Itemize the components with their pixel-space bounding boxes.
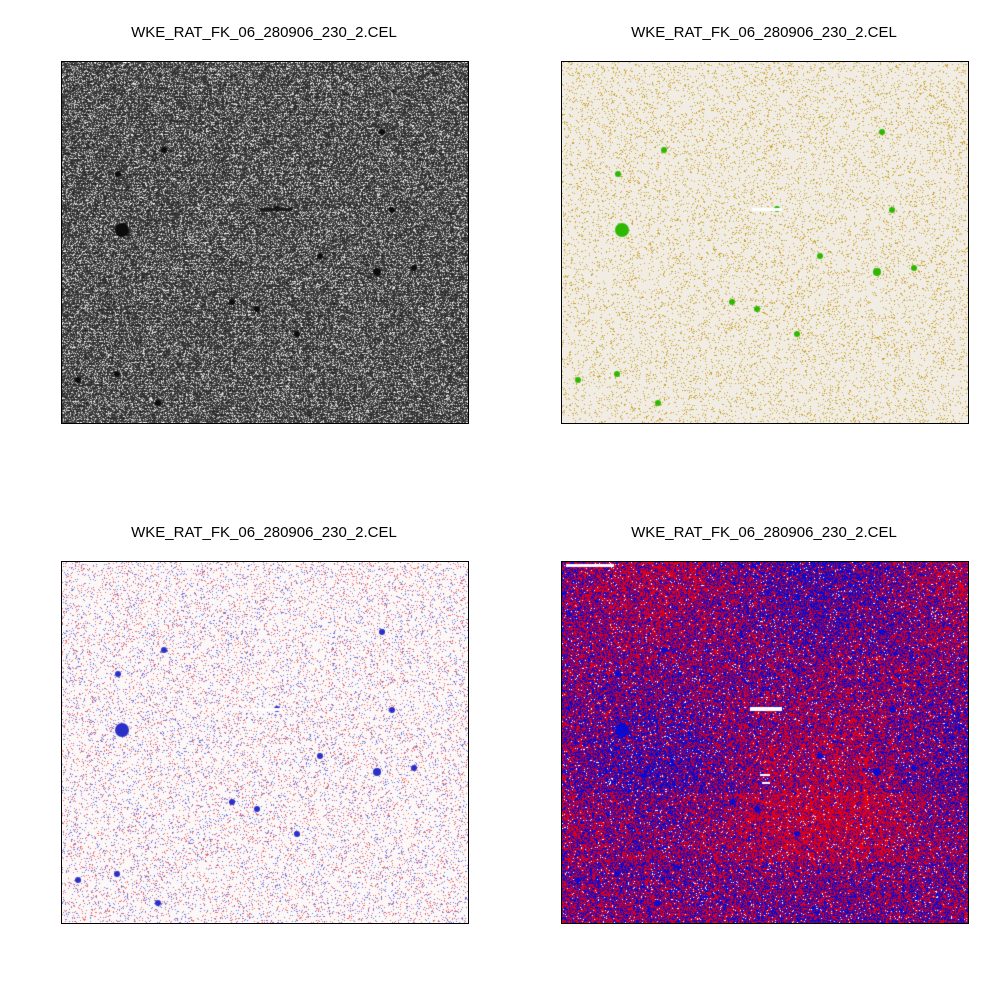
panel-3-image xyxy=(61,561,469,924)
panel-2-title: WKE_RAT_FK_06_280906_230_2.CEL xyxy=(631,24,897,41)
panel-2-canvas xyxy=(562,62,968,423)
panel-3-title: WKE_RAT_FK_06_280906_230_2.CEL xyxy=(131,524,397,541)
panel-1-canvas xyxy=(62,62,468,423)
panel-1-image xyxy=(61,61,469,424)
panel-4-image xyxy=(561,561,969,924)
panel-4-canvas xyxy=(562,562,968,923)
panel-2-image xyxy=(561,61,969,424)
panel-3-canvas xyxy=(62,562,468,923)
panel-1-title: WKE_RAT_FK_06_280906_230_2.CEL xyxy=(131,24,397,41)
panel-4-title: WKE_RAT_FK_06_280906_230_2.CEL xyxy=(631,524,897,541)
